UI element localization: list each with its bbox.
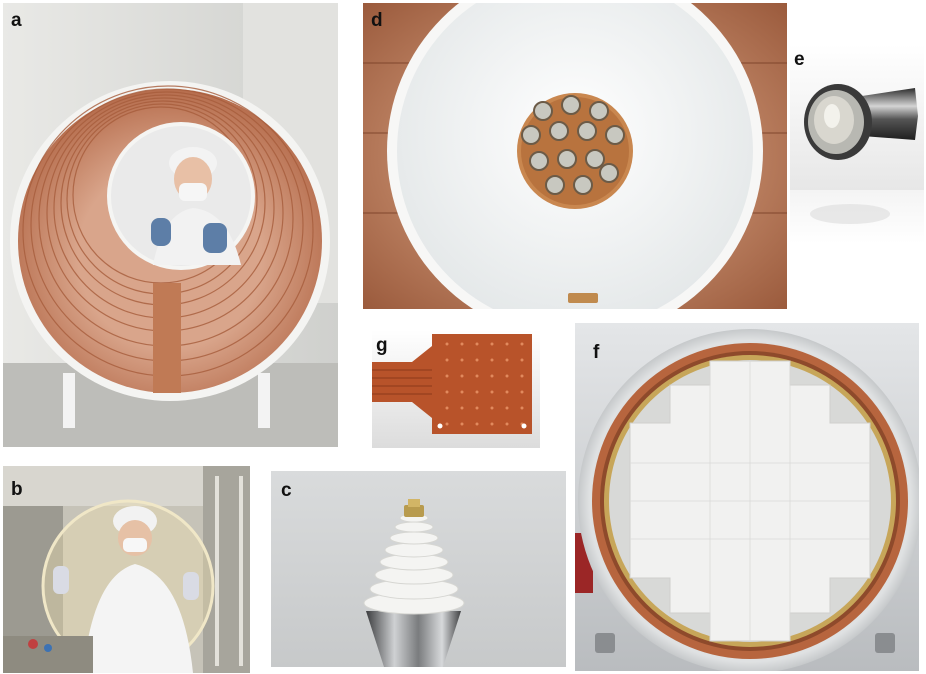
panel-label-f: f bbox=[593, 342, 600, 363]
detector-interior-image bbox=[363, 3, 787, 309]
bushing-image bbox=[271, 471, 566, 667]
pmt-image bbox=[790, 44, 924, 244]
field-cage-image bbox=[3, 3, 338, 447]
panel-g-photo: g bbox=[372, 330, 540, 448]
panel-label-d: d bbox=[371, 10, 383, 31]
panel-f-photo: f bbox=[575, 323, 919, 671]
panel-label-c: c bbox=[281, 480, 292, 501]
anode-plane-image bbox=[575, 323, 919, 671]
panel-label-g: g bbox=[376, 335, 388, 356]
panel-label-b: b bbox=[11, 479, 23, 500]
panel-e-photo: e bbox=[790, 44, 924, 244]
mesh-holder-image bbox=[3, 466, 250, 673]
panel-b-photo: b bbox=[3, 466, 250, 673]
panel-label-e: e bbox=[794, 49, 805, 70]
panel-d-photo: d bbox=[363, 3, 787, 309]
panel-label-a: a bbox=[11, 10, 22, 31]
panel-c-photo: c bbox=[271, 471, 566, 667]
flex-circuit-image bbox=[372, 330, 540, 448]
panel-a-photo: a bbox=[3, 3, 338, 447]
